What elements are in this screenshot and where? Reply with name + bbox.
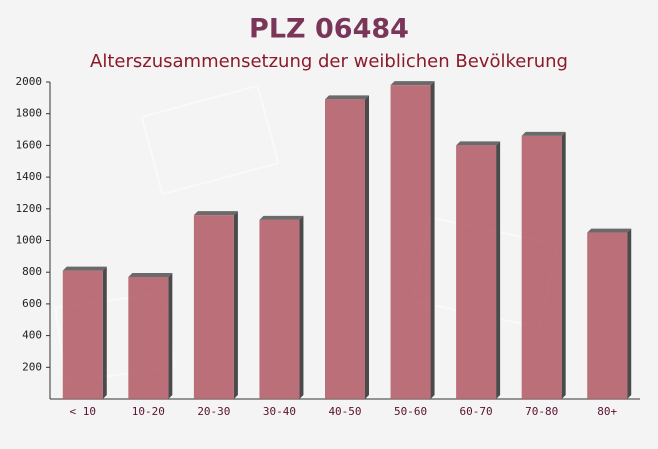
bar [128,276,169,399]
x-tick-label: 20-30 [197,405,230,418]
chart-subtitle: Alterszusammensetzung der weiblichen Bev… [90,51,568,72]
bar [521,135,562,399]
y-tick-label: 200 [22,360,42,373]
x-tick-label: 70-80 [525,405,558,418]
bar-side [233,211,238,399]
y-tick-label: 1400 [16,170,43,183]
bar [62,270,103,399]
x-tick-label: 50-60 [394,405,427,418]
y-tick-label: 2000 [16,75,43,88]
bar [259,219,300,399]
bar-side [299,215,304,399]
bar-side [102,266,107,399]
bar-side [365,95,369,399]
bar-top [259,215,304,220]
y-tick-label: 400 [22,329,42,342]
bar-top [128,272,173,277]
y-tick-label: 1000 [16,234,43,247]
bar [390,85,431,400]
bar-top [62,266,107,271]
bar-top [521,131,566,136]
bar-side [168,272,173,399]
bar-top [456,141,501,146]
bar-side [496,141,501,399]
bar-side [430,81,435,400]
bar-top [390,81,435,86]
bar [587,232,628,399]
x-tick-label: 30-40 [263,405,296,418]
x-tick-label: 80+ [597,405,617,418]
bar [193,215,234,399]
y-tick-label: 800 [22,265,42,278]
bar-side [627,228,632,399]
bar-top [325,95,369,100]
chart-title: PLZ 06484 [249,14,409,45]
y-tick-label: 1200 [16,202,43,215]
x-tick-label: 40-50 [328,405,361,418]
bar-top [193,211,238,216]
y-tick-label: 1800 [16,107,43,120]
x-tick-label: 10-20 [132,405,165,418]
y-tick-label: 1600 [16,138,43,151]
bar [325,99,365,399]
bar [456,145,497,399]
x-tick-label: 60-70 [460,405,493,418]
y-tick-label: 600 [22,297,42,310]
x-tick-label: < 10 [70,405,97,418]
bar-side [561,131,566,399]
bar-top [587,228,632,233]
